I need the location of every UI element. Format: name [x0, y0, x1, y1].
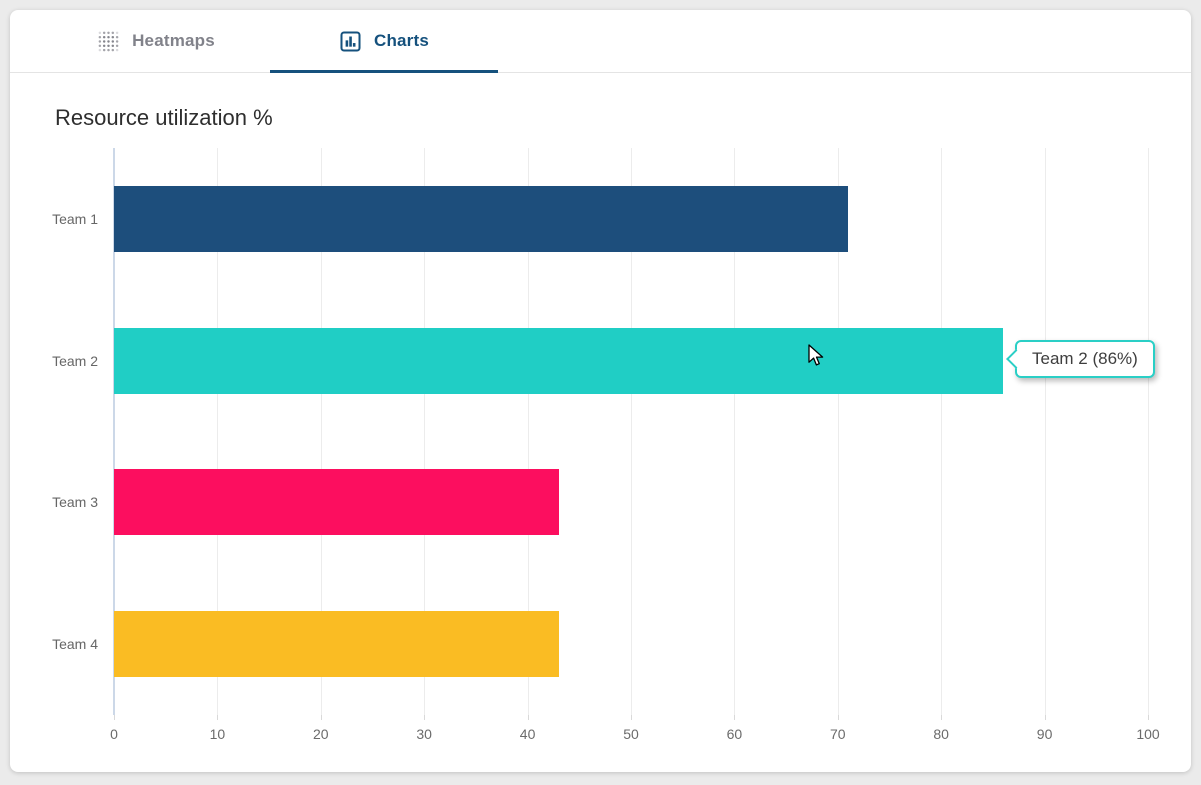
gridline-80 — [941, 148, 943, 715]
bar-team-4[interactable] — [114, 611, 559, 678]
y-label-team-4: Team 4 — [52, 636, 98, 653]
axis-tick-20 — [320, 715, 322, 720]
y-label-team-1: Team 1 — [52, 210, 98, 227]
axis-tick-0 — [114, 715, 115, 720]
gridline-70 — [837, 148, 839, 715]
chart-row-team-2: Team 2 — [52, 290, 1148, 432]
chart-row-team-3: Team 3 — [52, 432, 1148, 574]
gridline-90 — [1044, 148, 1046, 715]
bar-team-1[interactable] — [114, 185, 849, 252]
x-tick-label-60: 60 — [726, 726, 743, 742]
bar-team-2[interactable] — [114, 327, 1004, 394]
axis-tick-40 — [527, 715, 529, 720]
bar-chart: Team 1 Team 2 Team 3 Team 4 0 10 20 30 40 50 60 70… — [52, 148, 1160, 742]
y-axis-line — [113, 148, 115, 715]
axis-tick-50 — [631, 715, 632, 720]
content-card: Heatmaps Charts Resource utilization % T… — [10, 10, 1191, 772]
chart-title: Resource utilization % — [55, 105, 273, 130]
x-tick-label-70: 70 — [830, 726, 846, 742]
x-tick-label-20: 20 — [313, 726, 329, 742]
axis-tick-100 — [1148, 715, 1149, 720]
x-tick-label-30: 30 — [416, 726, 432, 742]
chart-row-team-1: Team 1 — [52, 148, 1148, 290]
x-tick-label-100: 100 — [1136, 726, 1160, 742]
gridline-20 — [320, 148, 322, 715]
x-tick-label-90: 90 — [1036, 726, 1053, 742]
tab-charts[interactable]: Charts — [270, 10, 498, 73]
plot-rows: Team 1 Team 2 Team 3 Team 4 — [52, 148, 1148, 715]
bar-team-3[interactable] — [114, 469, 559, 536]
tab-heatmaps[interactable]: Heatmaps — [42, 10, 270, 72]
tooltip: Team 2 (86%) — [1015, 340, 1155, 378]
gridline-60 — [734, 148, 736, 715]
x-tick-label-50: 50 — [623, 726, 639, 742]
axis-tick-10 — [217, 715, 219, 720]
gridline-50 — [631, 148, 632, 715]
tab-charts-label: Charts — [373, 31, 430, 50]
axis-tick-30 — [424, 715, 426, 720]
gridline-40 — [527, 148, 529, 715]
chart-row-team-4: Team 4 — [52, 573, 1148, 715]
mouse-cursor-icon — [808, 344, 829, 373]
gridline-30 — [424, 148, 426, 715]
heatmap-grid-icon — [97, 30, 120, 53]
plot-gridlines — [113, 148, 1149, 720]
tooltip-text: Team 2 (86%) — [1032, 349, 1138, 368]
x-tick-label-0: 0 — [110, 726, 118, 742]
tab-heatmaps-label: Heatmaps — [132, 31, 215, 50]
gridline-100 — [1148, 148, 1149, 715]
tab-bar: Heatmaps Charts — [10, 10, 1191, 73]
axis-tick-80 — [941, 715, 943, 720]
axis-tick-90 — [1044, 715, 1046, 720]
y-label-team-3: Team 3 — [52, 494, 98, 511]
x-tick-label-10: 10 — [209, 726, 226, 742]
bar-chart-icon — [339, 30, 362, 53]
axis-tick-70 — [837, 715, 839, 720]
gridline-10 — [217, 148, 219, 715]
axis-tick-60 — [734, 715, 736, 720]
x-tick-label-40: 40 — [519, 726, 536, 742]
x-tick-label-80: 80 — [933, 726, 949, 742]
y-label-team-2: Team 2 — [52, 352, 98, 369]
